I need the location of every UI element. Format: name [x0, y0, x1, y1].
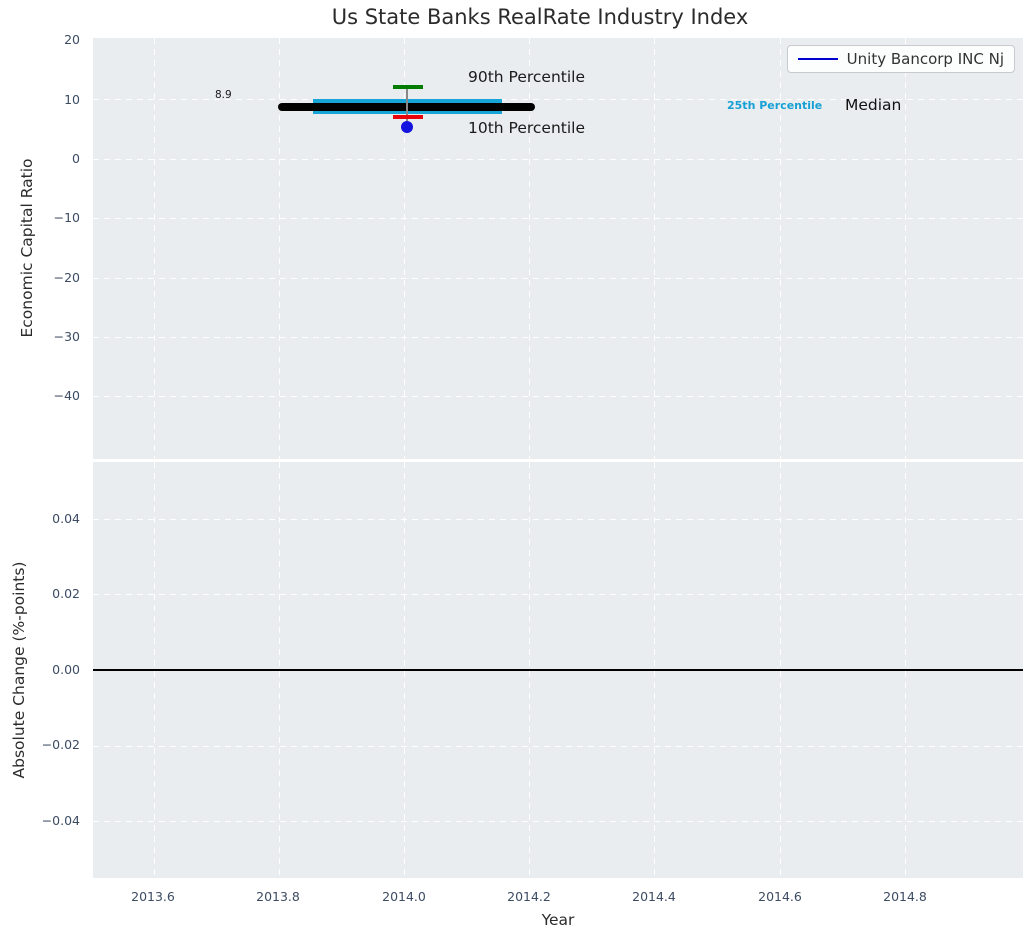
- percentile25-label: 25th Percentile: [727, 99, 823, 112]
- ytick-label: 0: [72, 151, 80, 166]
- percentile-errorbar-line: [406, 87, 408, 133]
- ytick-label: −40: [53, 388, 80, 403]
- x-axis-label: Year: [541, 911, 575, 929]
- xtick-label: 2014.8: [883, 889, 927, 904]
- xtick-label: 2013.8: [256, 889, 300, 904]
- legend: Unity Bancorp INC Nj: [786, 45, 1015, 73]
- xtick-label: 2014.6: [758, 889, 802, 904]
- bottom-y-axis-label: Absolute Change (%-points): [10, 561, 28, 779]
- ytick-label: −30: [53, 329, 80, 344]
- ytick-label: −10: [53, 210, 80, 225]
- ytick-label: 10: [64, 92, 80, 107]
- xtick-label: 2013.6: [131, 889, 175, 904]
- ytick-label: −0.04: [41, 813, 80, 828]
- gridline-vertical: [529, 38, 530, 459]
- percentile10-cap: [393, 115, 423, 119]
- xtick-label: 2014.4: [632, 889, 676, 904]
- gridline-horizontal: [93, 396, 1023, 397]
- gridline-vertical: [905, 38, 906, 459]
- gridline-vertical: [154, 38, 155, 459]
- gridline-vertical: [654, 38, 655, 459]
- xtick-label: 2014.0: [382, 889, 426, 904]
- bottom-plot-area: [93, 462, 1023, 878]
- ytick-label: 0.00: [52, 662, 80, 677]
- gridline-vertical: [780, 38, 781, 459]
- gridline-horizontal: [93, 519, 1023, 520]
- gridline-horizontal: [93, 159, 1023, 160]
- gridline-horizontal: [93, 218, 1023, 219]
- ytick-label: −20: [53, 270, 80, 285]
- percentile90-cap: [393, 85, 423, 89]
- percentile10-label: 10th Percentile: [468, 119, 586, 137]
- ytick-label: 20: [64, 32, 80, 47]
- top-plot-area: 8.9 90th Percentile 10th Percentile 25th…: [93, 38, 1023, 459]
- median-value-annotation: 8.9: [215, 89, 232, 101]
- gridline-vertical: [404, 38, 405, 459]
- legend-line-sample: [797, 57, 838, 61]
- gridline-horizontal: [93, 746, 1023, 747]
- gridline-horizontal: [93, 821, 1023, 822]
- gridline-vertical: [279, 38, 280, 459]
- top-y-axis-label: Economic Capital Ratio: [18, 158, 36, 338]
- legend-entry-label: Unity Bancorp INC Nj: [846, 50, 1004, 68]
- gridline-horizontal: [93, 337, 1023, 338]
- ytick-label: −0.02: [41, 737, 80, 752]
- median-label: Median: [845, 96, 902, 114]
- company-data-point: [401, 121, 413, 133]
- gridline-horizontal: [93, 99, 1023, 100]
- percentile90-label: 90th Percentile: [468, 68, 586, 86]
- ytick-label: 0.02: [52, 586, 80, 601]
- gridline-horizontal: [93, 278, 1023, 279]
- ytick-label: 0.04: [52, 511, 80, 526]
- zero-baseline: [93, 669, 1023, 671]
- xtick-label: 2014.2: [507, 889, 551, 904]
- chart-title: Us State Banks RealRate Industry Index: [331, 5, 749, 29]
- gridline-horizontal: [93, 594, 1023, 595]
